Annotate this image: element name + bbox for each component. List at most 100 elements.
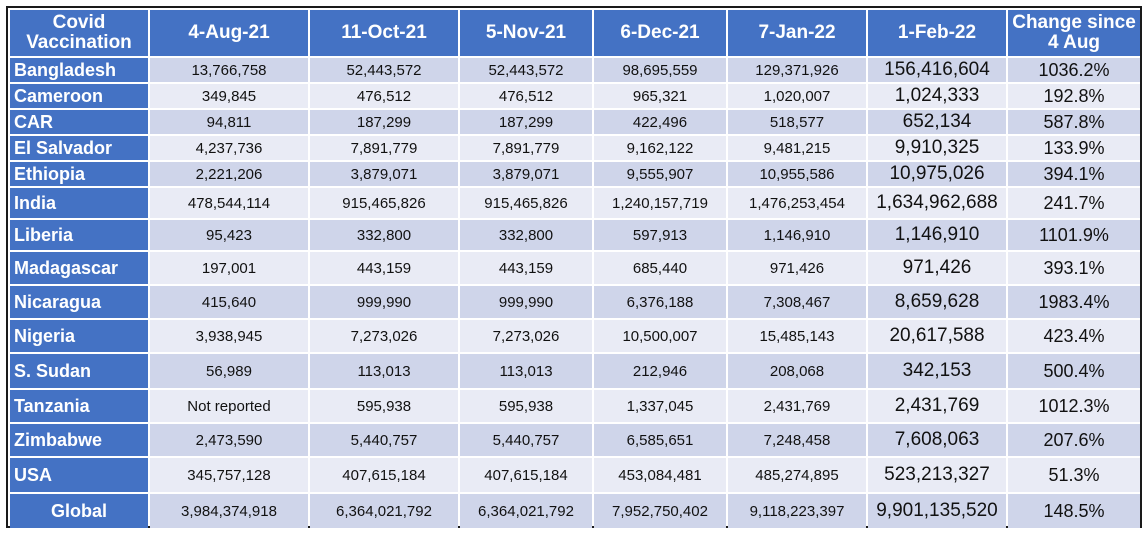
table-cell: 1,476,253,454: [728, 188, 866, 218]
table-cell: 7,952,750,402: [594, 494, 726, 528]
column-header: 5-Nov-21: [460, 10, 592, 56]
table-row: Liberia 95,423 332,800 332,800 597,913 1,146,…: [10, 220, 1140, 250]
table-body: Bangladesh 13,766,758 52,443,572 52,443,572…: [10, 58, 1140, 528]
table-cell: 971,426: [728, 252, 866, 284]
table-cell: 20,617,588: [868, 320, 1006, 352]
table-cell: 56,989: [150, 354, 308, 388]
row-label: India: [10, 188, 148, 218]
table-cell: 7,248,458: [728, 424, 866, 456]
table-cell: 999,990: [460, 286, 592, 318]
table-row: Tanzania Not reported 595,938 595,938 1,337,…: [10, 390, 1140, 422]
table-cell: 415,640: [150, 286, 308, 318]
table-cell: 453,084,481: [594, 458, 726, 492]
table-cell: 1,024,333: [868, 84, 1006, 108]
table-cell: 1101.9%: [1008, 220, 1140, 250]
row-label: El Salvador: [10, 136, 148, 160]
row-label: USA: [10, 458, 148, 492]
table-cell: 1983.4%: [1008, 286, 1140, 318]
row-label: Cameroon: [10, 84, 148, 108]
header-row: Covid Vaccination 4-Aug-21 11-Oct-21 5-Nov-2…: [10, 10, 1140, 56]
table-cell: 685,440: [594, 252, 726, 284]
table-cell: 597,913: [594, 220, 726, 250]
table-cell: 915,465,826: [460, 188, 592, 218]
table-row: Nigeria 3,938,945 7,273,026 7,273,026 10,500…: [10, 320, 1140, 352]
table-cell: 1,020,007: [728, 84, 866, 108]
table-cell: 1,240,157,719: [594, 188, 726, 218]
table-row: S. Sudan 56,989 113,013 113,013 212,946 208,0…: [10, 354, 1140, 388]
column-header: Covid Vaccination: [10, 10, 148, 56]
table-cell: 523,213,327: [868, 458, 1006, 492]
table-cell: 9,481,215: [728, 136, 866, 160]
table-cell: 9,901,135,520: [868, 494, 1006, 528]
table-cell: 148.5%: [1008, 494, 1140, 528]
column-header: 4-Aug-21: [150, 10, 308, 56]
table-cell: 2,431,769: [728, 390, 866, 422]
table-cell: Not reported: [150, 390, 308, 422]
table-cell: 7,308,467: [728, 286, 866, 318]
table-cell: 197,001: [150, 252, 308, 284]
table-cell: 51.3%: [1008, 458, 1140, 492]
table-cell: 187,299: [310, 110, 458, 134]
row-label: Global: [10, 494, 148, 528]
table-cell: 6,364,021,792: [310, 494, 458, 528]
table-cell: 965,321: [594, 84, 726, 108]
table-cell: 3,984,374,918: [150, 494, 308, 528]
table-cell: 187,299: [460, 110, 592, 134]
table-cell: 95,423: [150, 220, 308, 250]
row-label: Nigeria: [10, 320, 148, 352]
table-cell: 13,766,758: [150, 58, 308, 82]
table-cell: 6,585,651: [594, 424, 726, 456]
column-header: 6-Dec-21: [594, 10, 726, 56]
table-cell: 342,153: [868, 354, 1006, 388]
table-cell: 423.4%: [1008, 320, 1140, 352]
column-header: 7-Jan-22: [728, 10, 866, 56]
table-cell: 422,496: [594, 110, 726, 134]
table-cell: 443,159: [460, 252, 592, 284]
table-row: Madagascar 197,001 443,159 443,159 685,440 97…: [10, 252, 1140, 284]
table-cell: 1,146,910: [728, 220, 866, 250]
table-cell: 394.1%: [1008, 162, 1140, 186]
table-row: USA 345,757,128 407,615,184 407,615,184 453,…: [10, 458, 1140, 492]
table-cell: 5,440,757: [460, 424, 592, 456]
table-cell: 15,485,143: [728, 320, 866, 352]
table-cell: 595,938: [460, 390, 592, 422]
table-cell: 1,146,910: [868, 220, 1006, 250]
table-cell: 407,615,184: [310, 458, 458, 492]
table-row: El Salvador 4,237,736 7,891,779 7,891,779 9,…: [10, 136, 1140, 160]
table-row: India 478,544,114 915,465,826 915,465,826 1,…: [10, 188, 1140, 218]
table-cell: 7,891,779: [460, 136, 592, 160]
row-label: Madagascar: [10, 252, 148, 284]
table-cell: 8,659,628: [868, 286, 1006, 318]
table-cell: 241.7%: [1008, 188, 1140, 218]
table-cell: 485,274,895: [728, 458, 866, 492]
table-cell: 98,695,559: [594, 58, 726, 82]
table-row: Zimbabwe 2,473,590 5,440,757 5,440,757 6,585…: [10, 424, 1140, 456]
table-cell: 587.8%: [1008, 110, 1140, 134]
table-cell: 192.8%: [1008, 84, 1140, 108]
table-cell: 345,757,128: [150, 458, 308, 492]
table-cell: 10,500,007: [594, 320, 726, 352]
table-cell: 999,990: [310, 286, 458, 318]
table-cell: 6,376,188: [594, 286, 726, 318]
table-row: Nicaragua 415,640 999,990 999,990 6,376,188 7…: [10, 286, 1140, 318]
row-label: Tanzania: [10, 390, 148, 422]
table-cell: 9,910,325: [868, 136, 1006, 160]
table-cell: 2,221,206: [150, 162, 308, 186]
table-cell: 518,577: [728, 110, 866, 134]
vaccination-table: Covid Vaccination 4-Aug-21 11-Oct-21 5-Nov-2…: [8, 8, 1142, 530]
table-cell: 915,465,826: [310, 188, 458, 218]
table-cell: 7,608,063: [868, 424, 1006, 456]
table-cell: 652,134: [868, 110, 1006, 134]
table-cell: 393.1%: [1008, 252, 1140, 284]
table-cell: 478,544,114: [150, 188, 308, 218]
table-cell: 6,364,021,792: [460, 494, 592, 528]
table-cell: 3,879,071: [310, 162, 458, 186]
table-cell: 7,273,026: [310, 320, 458, 352]
table-cell: 4,237,736: [150, 136, 308, 160]
table-row: Ethiopia 2,221,206 3,879,071 3,879,071 9,555…: [10, 162, 1140, 186]
table-frame: Covid Vaccination 4-Aug-21 11-Oct-21 5-Nov-2…: [6, 6, 1142, 528]
row-label: Ethiopia: [10, 162, 148, 186]
table-cell: 113,013: [310, 354, 458, 388]
table-cell: 10,955,586: [728, 162, 866, 186]
row-label: Liberia: [10, 220, 148, 250]
